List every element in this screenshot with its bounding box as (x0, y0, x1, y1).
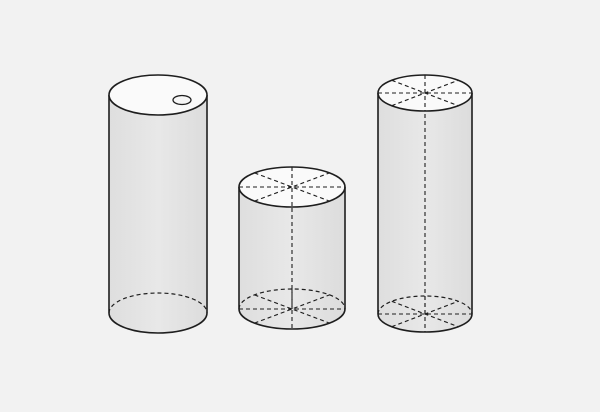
base-back-rim (377, 295, 473, 315)
base-front-rim (108, 312, 208, 334)
top-face (108, 74, 208, 116)
base-back-rim (108, 292, 208, 314)
tall-cylinder-with-spokes-and-axis (377, 74, 473, 333)
tall-cylinder-with-hole (108, 74, 208, 334)
top-spokes (378, 75, 472, 111)
cylinder-body (109, 95, 207, 333)
short-cylinder-with-spokes (238, 166, 346, 330)
top-spokes (239, 167, 345, 207)
base-front-rim (238, 308, 346, 330)
base-back-rim (238, 288, 346, 310)
hole-icon (172, 94, 192, 106)
